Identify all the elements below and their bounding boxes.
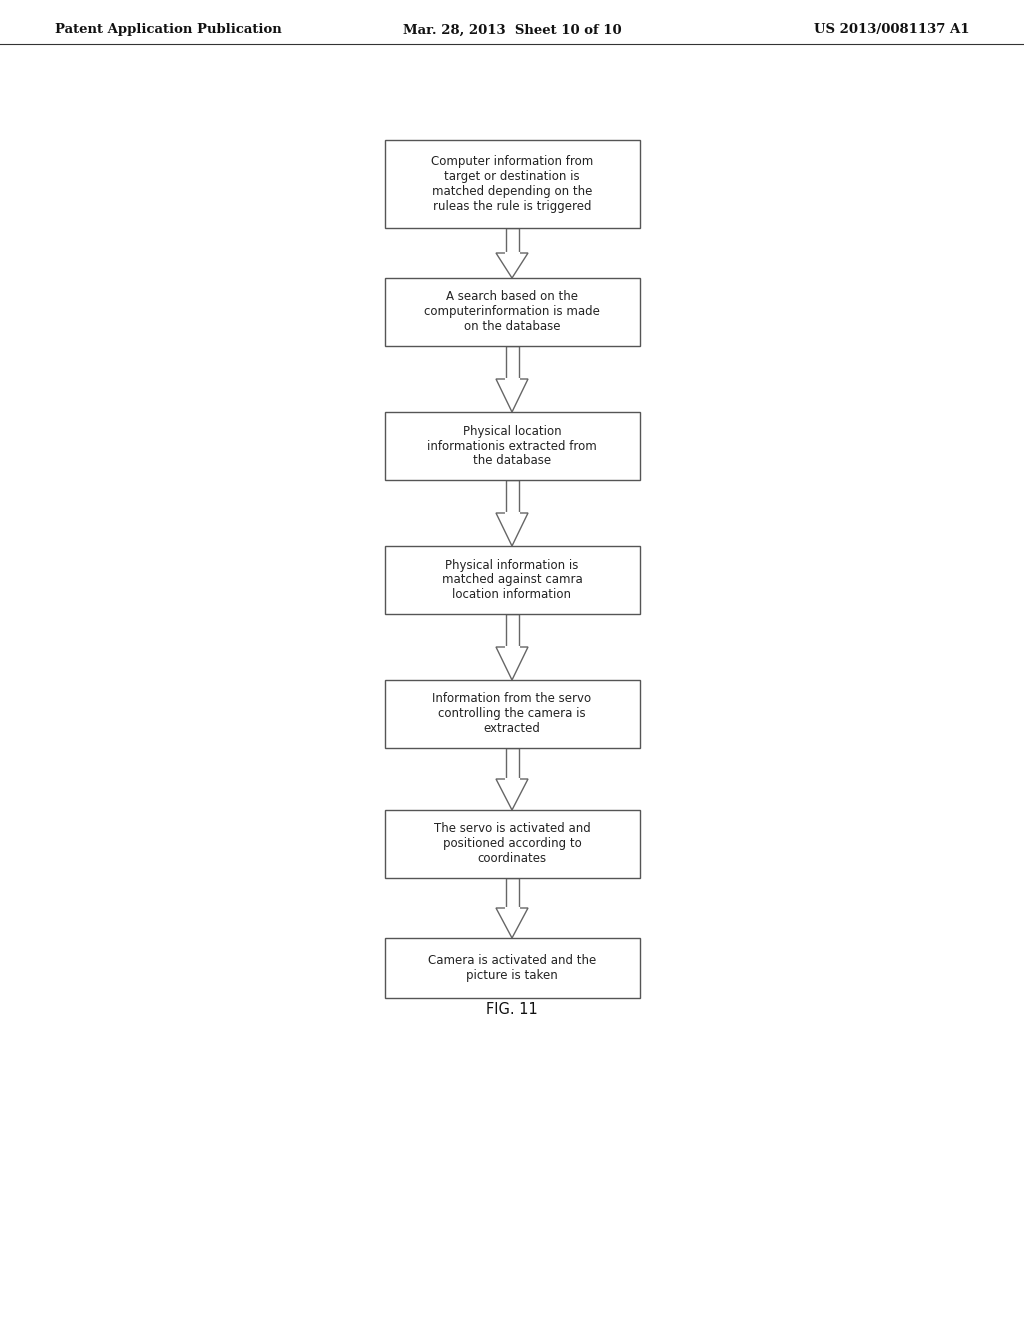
Bar [506, 346, 518, 379]
Bar [506, 614, 518, 647]
Text: Physical location
informationis extracted from
the database: Physical location informationis extracte… [427, 425, 597, 467]
Text: The servo is activated and
positioned according to
coordinates: The servo is activated and positioned ac… [433, 822, 591, 866]
Bar [506, 878, 518, 908]
Bar [506, 480, 518, 513]
Bar [384, 810, 640, 878]
Text: Camera is activated and the
picture is taken: Camera is activated and the picture is t… [428, 954, 596, 982]
Bar [384, 140, 640, 228]
Text: A search based on the
computerinformation is made
on the database: A search based on the computerinformatio… [424, 290, 600, 334]
Text: US 2013/0081137 A1: US 2013/0081137 A1 [813, 24, 969, 37]
Text: Physical information is
matched against camra
location information: Physical information is matched against … [441, 558, 583, 602]
Bar [384, 939, 640, 998]
Bar [384, 546, 640, 614]
Bar [384, 279, 640, 346]
Polygon shape [496, 647, 528, 680]
Bar [384, 412, 640, 480]
Polygon shape [496, 253, 528, 279]
Polygon shape [496, 379, 528, 412]
Text: Computer information from
target or destination is
matched depending on the
rule: Computer information from target or dest… [431, 154, 593, 213]
Bar [384, 680, 640, 748]
Polygon shape [496, 513, 528, 546]
Text: Patent Application Publication: Patent Application Publication [55, 24, 282, 37]
Polygon shape [496, 908, 528, 939]
Text: Information from the servo
controlling the camera is
extracted: Information from the servo controlling t… [432, 693, 592, 735]
Text: Mar. 28, 2013  Sheet 10 of 10: Mar. 28, 2013 Sheet 10 of 10 [402, 24, 622, 37]
Text: FIG. 11: FIG. 11 [486, 1002, 538, 1018]
Bar [506, 748, 518, 779]
Bar [506, 228, 518, 253]
Polygon shape [496, 779, 528, 810]
